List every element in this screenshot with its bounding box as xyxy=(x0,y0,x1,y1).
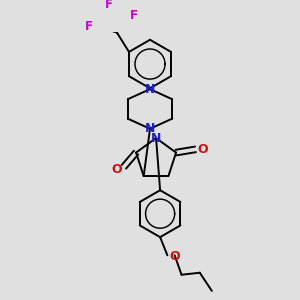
Text: N: N xyxy=(145,122,155,135)
Text: O: O xyxy=(169,250,180,262)
Text: N: N xyxy=(151,132,161,145)
Text: N: N xyxy=(145,82,155,96)
Text: O: O xyxy=(111,164,122,176)
Text: F: F xyxy=(105,0,113,11)
Text: F: F xyxy=(130,9,138,22)
Text: F: F xyxy=(85,20,93,33)
Text: O: O xyxy=(197,143,208,156)
